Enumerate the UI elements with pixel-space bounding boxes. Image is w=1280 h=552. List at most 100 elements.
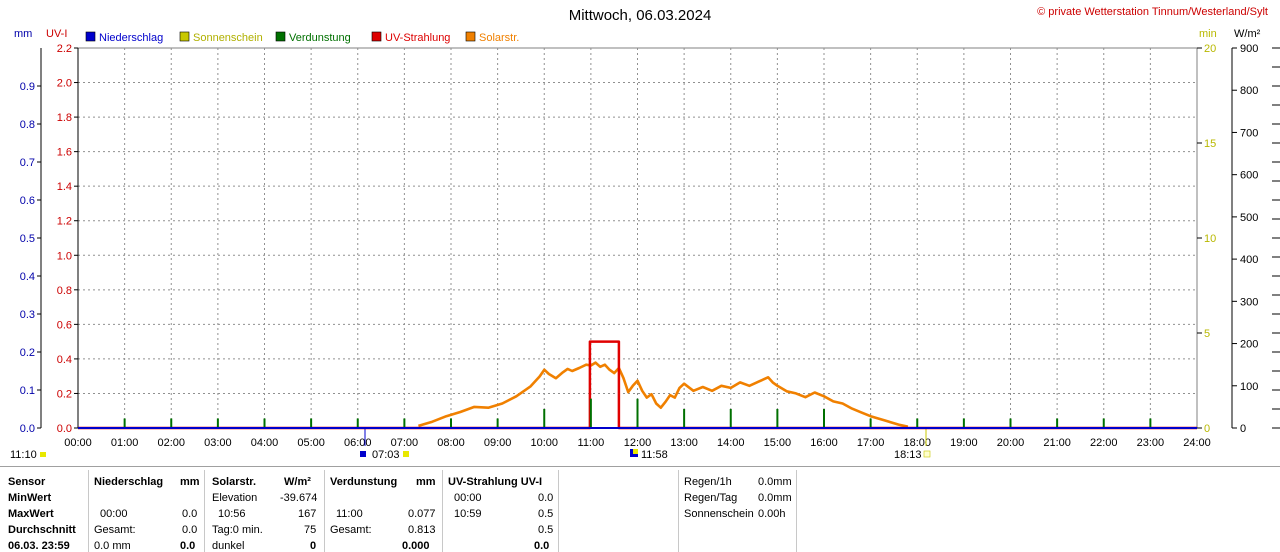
verdunstung-avg-label: Gesamt: (330, 524, 372, 536)
solar-avg-val: 75 (304, 524, 317, 536)
uv-min-val: 0.0 (538, 492, 554, 504)
table-divider (442, 470, 443, 552)
niederschlag-cur-val: 0.0 mm (94, 540, 131, 552)
uv-header: UV-Strahlung UV-I (448, 476, 543, 488)
x-tick-label: 07:00 (391, 437, 419, 449)
noon-time: 11:58 (641, 449, 668, 461)
legend-label: Niederschlag (99, 32, 163, 44)
niederschlag-header: Niederschlag (94, 476, 164, 488)
uvi-tick-label: 0.8 (57, 285, 72, 297)
verdunstung-avg-val: 0.813 (408, 524, 436, 536)
legend-swatch (85, 31, 96, 42)
marker-sun-icon (40, 452, 46, 457)
solar-cur-label: dunkel (212, 540, 245, 552)
table-top-line (0, 466, 1280, 467)
marker-left-time: 11:10 (10, 449, 37, 461)
x-tick-label: 17:00 (857, 437, 885, 449)
verdunstung-unit: mm (416, 476, 436, 488)
wm2-tick-label: 800 (1240, 85, 1258, 97)
uvi-tick-label: 1.2 (57, 216, 72, 228)
mm-tick-label: 0.5 (20, 233, 35, 245)
x-tick-label: 13:00 (670, 437, 698, 449)
solar-min-val: -39.674 (280, 492, 318, 504)
legend-label: Sonnenschein (193, 32, 263, 44)
x-tick-label: 18:00 (903, 437, 931, 449)
x-tick-label: 09:00 (484, 437, 512, 449)
rain-day-value: 0.0mm (758, 492, 792, 504)
uv-cur-val: 0.0 (534, 540, 550, 552)
uvi-tick-label: 2.2 (57, 43, 72, 55)
rain-1h-label: Regen/1h (684, 476, 732, 488)
min-tick-label: 5 (1204, 328, 1210, 340)
uv-max-val: 0.5 (538, 508, 554, 520)
x-tick-label: 20:00 (997, 437, 1025, 449)
table-divider (558, 470, 559, 552)
chart-grid (77, 47, 1198, 429)
uvi-tick-label: 0.6 (57, 319, 72, 331)
verdunstung-max-val: 0.077 (408, 508, 436, 520)
sunshine-label: Sonnenschein (684, 508, 754, 520)
uvi-tick-label: 1.8 (57, 112, 72, 124)
legend-swatch (465, 31, 476, 42)
wm2-tick-label: 100 (1240, 381, 1258, 393)
legend-swatch (179, 31, 190, 42)
niederschlag-unit: mm (180, 476, 200, 488)
chart-axes (37, 47, 1280, 429)
sunrise-marker-icon (360, 451, 366, 457)
solar-max-val: 167 (298, 508, 317, 520)
wm2-tick-label: 200 (1240, 339, 1258, 351)
uvi-tick-label: 0.0 (57, 423, 72, 435)
chart-legend: Niederschlag Sonnenschein Verdunstung UV-St… (85, 31, 519, 44)
table-minwert-label: MinWert (8, 492, 52, 504)
mm-tick-label: 0.0 (20, 423, 35, 435)
x-tick-label: 11:00 (578, 437, 605, 449)
mm-tick-label: 0.4 (20, 271, 35, 283)
sunrise-time: 07:03 (372, 449, 400, 461)
min-tick-label: 0 (1204, 423, 1210, 435)
table-current-date: 06.03. 23:59 (8, 540, 70, 552)
mm-tick-label: 0.8 (20, 119, 35, 131)
solar-min-label: Elevation (212, 492, 258, 504)
solar-unit: W/m² (284, 476, 311, 488)
mm-tick-label: 0.3 (20, 309, 35, 321)
wm2-tick-label: 400 (1240, 254, 1258, 266)
x-tick-label: 10:00 (530, 437, 558, 449)
niederschlag-max-val: 0.0 (182, 508, 198, 520)
uvi-tick-label: 1.0 (57, 250, 72, 262)
x-tick-label: 24:00 (1183, 437, 1211, 449)
x-tick-label: 15:00 (764, 437, 792, 449)
mm-tick-label: 0.6 (20, 195, 35, 207)
table-durchschnitt-label: Durchschnitt (8, 524, 76, 536)
x-tick-label: 00:00 (64, 437, 92, 449)
min-tick-label: 20 (1204, 43, 1216, 55)
min-tick-label: 10 (1204, 233, 1216, 245)
wm2-tick-label: 600 (1240, 170, 1258, 182)
uv-min-time: 00:00 (454, 492, 482, 504)
rain-1h-value: 0.0mm (758, 476, 792, 488)
tick-labels: 00:00 01:00 02:00 03:00 04:00 05:00 06:00 07:00… (10, 28, 1261, 461)
x-tick-label: 16:00 (810, 437, 838, 449)
chart-title: Mittwoch, 06.03.2024 (569, 7, 712, 24)
table-maxwert-label: MaxWert (8, 508, 54, 520)
solar-series-line (418, 361, 909, 428)
solar-avg-label: Tag:0 min. (212, 524, 263, 536)
uvi-tick-label: 0.4 (57, 354, 72, 366)
uvi-tick-label: 0.2 (57, 388, 72, 400)
x-tick-label: 19:00 (950, 437, 978, 449)
mm-tick-label: 0.1 (20, 385, 35, 397)
sunset-sun-icon (923, 450, 931, 458)
unit-uvi: UV-I (46, 28, 67, 40)
sunrise-sun-icon (403, 451, 409, 457)
x-tick-label: 06:00 (344, 437, 372, 449)
verdunstung-cur-val: 0.000 (402, 540, 430, 552)
min-tick-label: 15 (1204, 138, 1216, 150)
x-tick-label: 12:00 (624, 437, 652, 449)
verdunstung-header: Verdunstung (330, 476, 398, 488)
table-divider (678, 470, 679, 552)
sunset-time: 18:13 (894, 449, 922, 461)
legend-label: Solarstr. (479, 32, 519, 44)
solar-max-time: 10:56 (218, 508, 246, 520)
wm2-tick-label: 900 (1240, 43, 1258, 55)
uvi-tick-label: 1.6 (57, 147, 72, 159)
copyright-text: © private Wetterstation Tinnum/Westerlan… (1037, 6, 1268, 18)
